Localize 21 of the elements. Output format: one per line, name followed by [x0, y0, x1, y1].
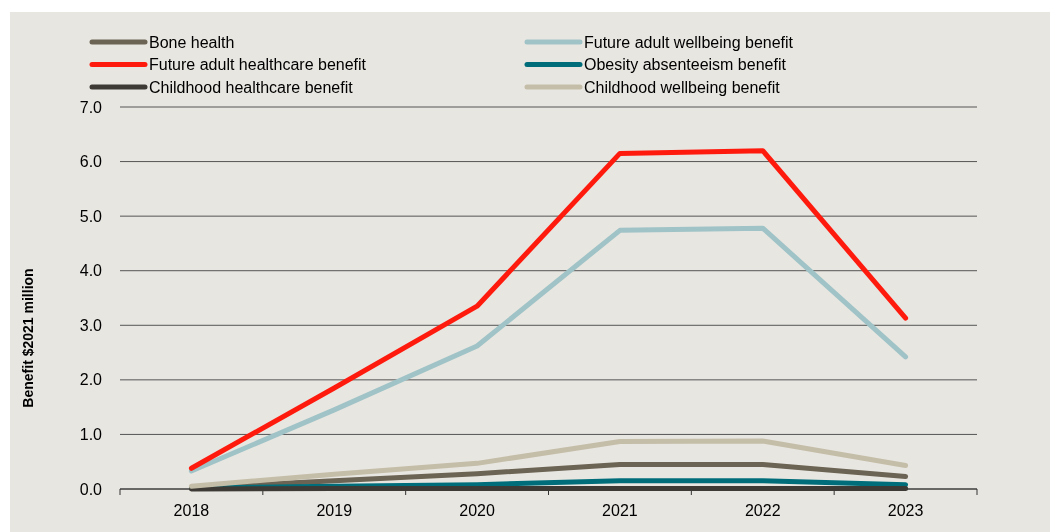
- y-tick-label: 2.0: [79, 371, 103, 389]
- x-tick-label: 2021: [602, 502, 638, 519]
- legend-label: Obesity absenteeism benefit: [584, 56, 787, 74]
- x-tick-label: 2020: [459, 502, 495, 519]
- legend-label: Future adult healthcare benefit: [149, 56, 367, 74]
- y-tick-label: 1.0: [79, 426, 103, 444]
- y-tick-label: 0.0: [79, 480, 103, 498]
- y-tick-label: 5.0: [79, 207, 103, 225]
- x-tick-label: 2018: [173, 502, 210, 519]
- y-tick-label: 4.0: [79, 262, 103, 280]
- legend-label: Childhood wellbeing benefit: [584, 78, 781, 96]
- y-axis-title: Benefit $2021 million: [20, 268, 36, 408]
- y-tick-label: 3.0: [79, 316, 103, 334]
- legend-label: Childhood healthcare benefit: [149, 78, 354, 96]
- legend-label: Future adult wellbeing benefit: [584, 33, 794, 51]
- x-tick-label: 2019: [316, 502, 353, 519]
- x-tick-label: 2023: [887, 502, 924, 519]
- y-tick-label: 6.0: [79, 153, 103, 171]
- legend-label: Bone health: [149, 33, 235, 51]
- x-tick-label: 2022: [744, 502, 781, 519]
- y-tick-label: 7.0: [79, 98, 103, 116]
